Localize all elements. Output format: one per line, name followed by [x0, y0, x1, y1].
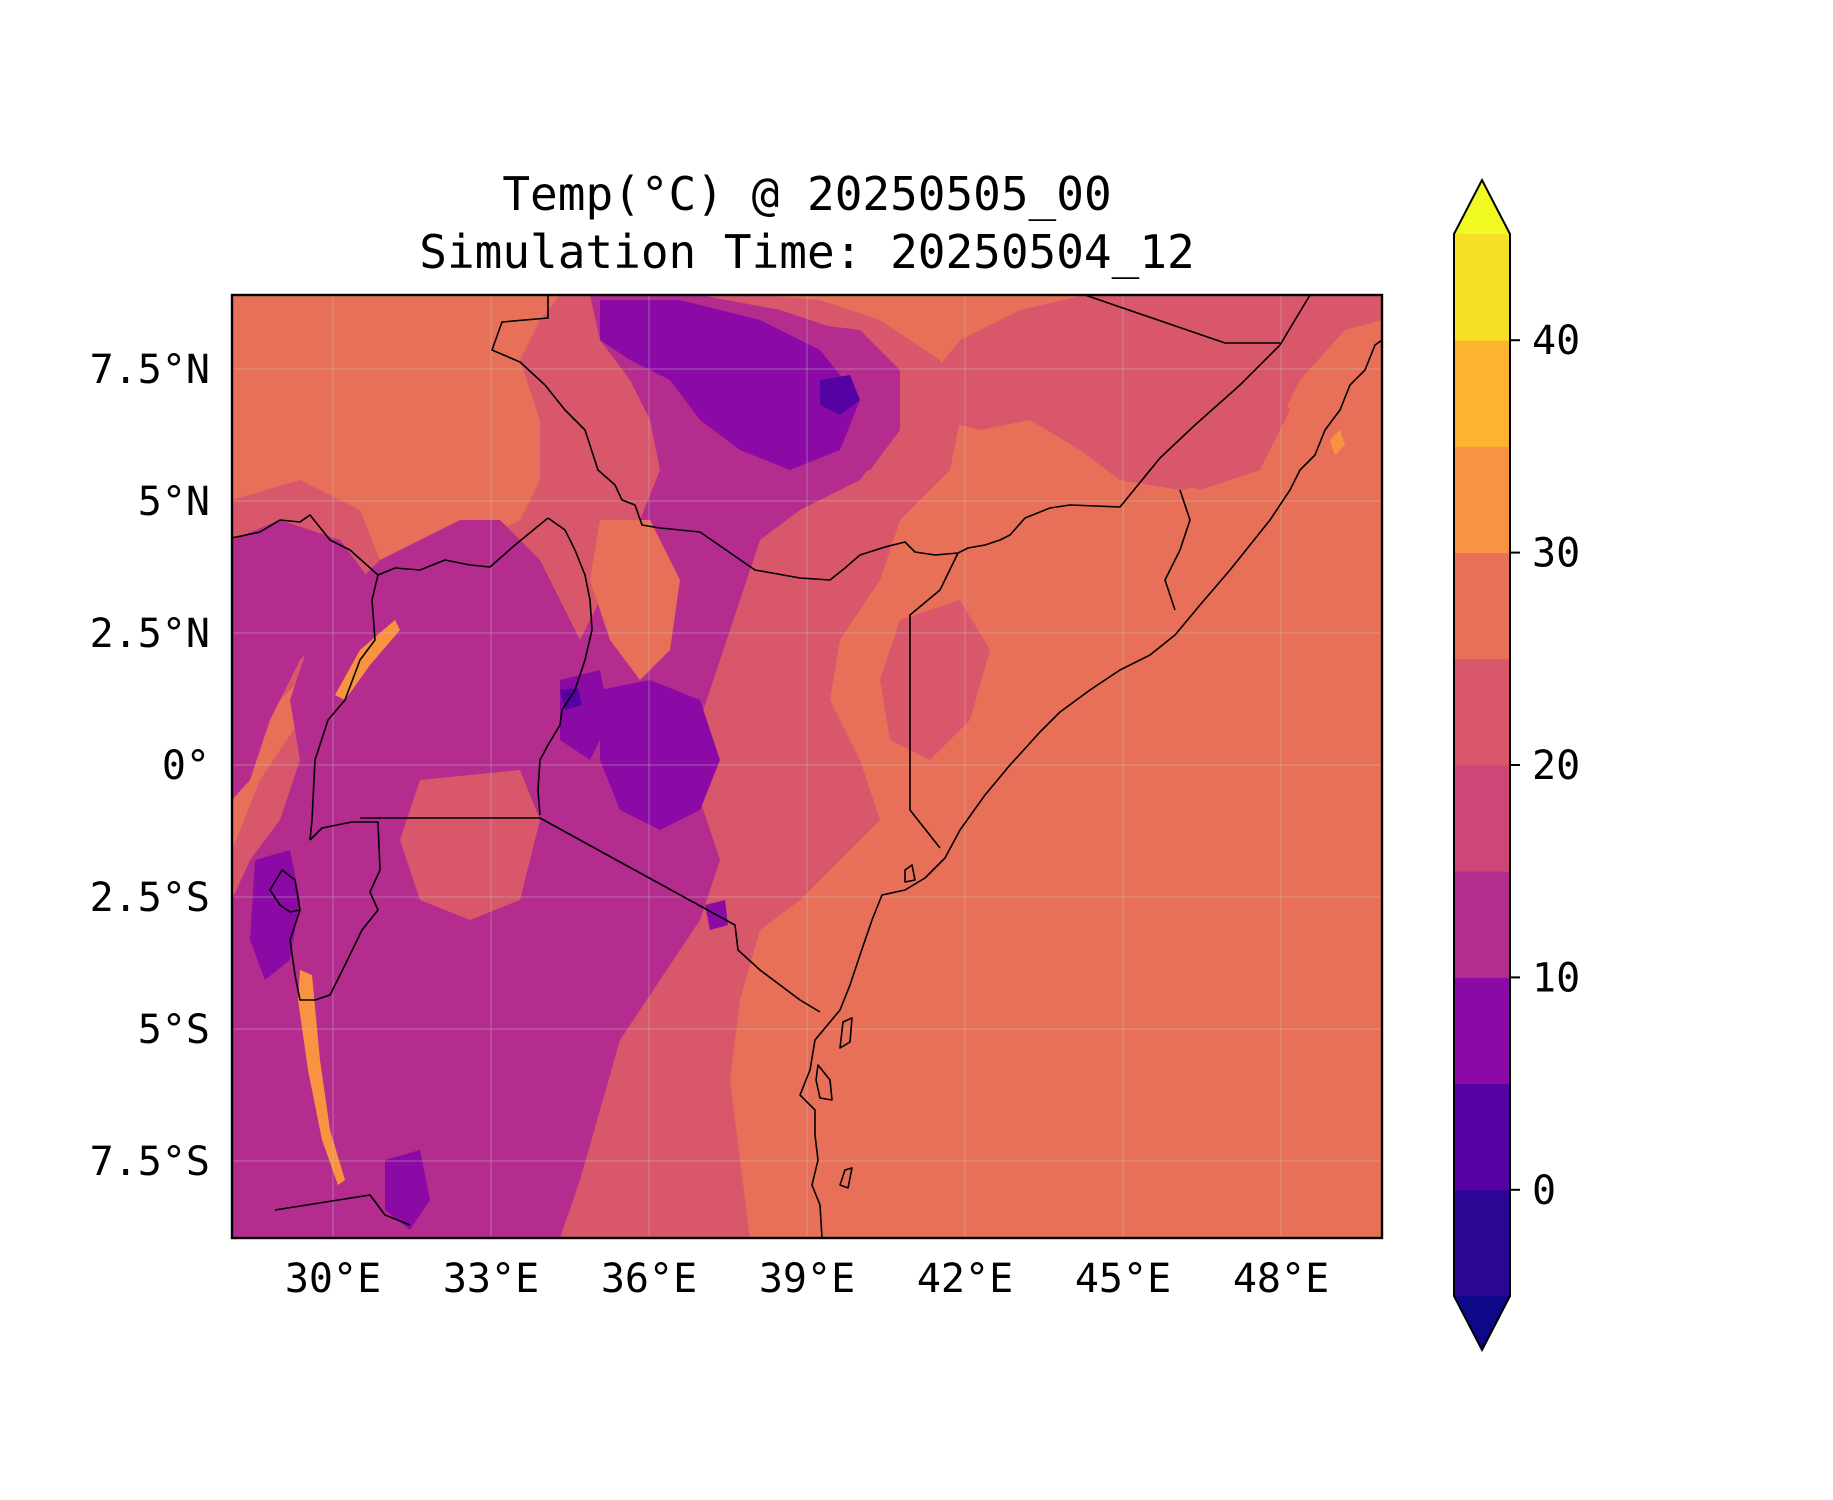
x-tick-label: 48°E [1233, 1256, 1329, 1302]
colorbar-bin [1454, 446, 1510, 554]
colorbar-bin [1454, 871, 1510, 978]
colorbar-bin [1454, 658, 1510, 766]
colorbar-tick-label: 10 [1532, 955, 1580, 1001]
gridlines [232, 295, 1382, 1238]
colorbar-tick-label: 20 [1532, 743, 1580, 789]
coastline [799, 339, 1382, 1238]
band-30-35-lake-tanganyika [298, 970, 345, 1185]
colorbar: 0 10 20 30 40 [1453, 177, 1580, 1353]
colorbar-bin [1454, 1189, 1510, 1297]
colorbar-tick-label: 0 [1532, 1168, 1556, 1214]
x-axis-ticks: 30°E 33°E 36°E 39°E 42°E 45°E 48°E [285, 1256, 1329, 1302]
x-tick-label: 39°E [759, 1256, 855, 1302]
country-borders [232, 295, 1311, 1226]
y-tick-label: 7.5°S [90, 1139, 210, 1185]
band-10-15-kenya [600, 680, 720, 830]
band-10-15-rwanda [250, 850, 300, 980]
colorbar-bin [1454, 1083, 1510, 1191]
band-30-35-lake-albert [335, 620, 400, 700]
x-tick-label: 30°E [285, 1256, 381, 1302]
colorbar-tick-label: 40 [1532, 318, 1580, 364]
band-15-20-highlands [232, 295, 890, 1238]
band-30-35-somali-coast [1330, 430, 1345, 455]
x-tick-label: 42°E [917, 1256, 1013, 1302]
band-20-25-lake-pocket [400, 770, 540, 920]
x-tick-label: 33°E [443, 1256, 539, 1302]
colorbar-outline [1453, 177, 1511, 1353]
band-15-20-west [232, 520, 370, 800]
map-frame [230, 293, 1384, 1240]
map-panel [232, 295, 1382, 1238]
band-5-10-ethiopia-peak [820, 375, 860, 415]
band-25-30-rift-tongue [590, 520, 680, 680]
y-tick-label: 5°N [138, 479, 210, 525]
map-title: Temp(°C) @ 20250505_00 [502, 167, 1111, 221]
y-tick-label: 7.5°N [90, 347, 210, 393]
x-tick-label: 45°E [1075, 1256, 1171, 1302]
x-tick-label: 36°E [601, 1256, 697, 1302]
map-subtitle: Simulation Time: 20250504_12 [419, 225, 1194, 279]
y-tick-label: 0° [162, 743, 210, 789]
colorbar-extend-min [1454, 1296, 1510, 1350]
y-tick-label: 2.5°S [90, 875, 210, 921]
colorbar-extend-max [1454, 180, 1510, 234]
band-15-20-uganda [360, 560, 560, 810]
colorbar-bin [1454, 552, 1510, 660]
y-tick-label: 5°S [138, 1007, 210, 1053]
band-10-15-ethiopia [600, 300, 860, 470]
colorbar-bin [1454, 234, 1510, 341]
y-axis-ticks: 7.5°N 5°N 2.5°N 0° 2.5°S 5°S 7.5°S [90, 347, 210, 1185]
colorbar-bin [1454, 977, 1510, 1085]
colorbar-bin [1454, 765, 1510, 872]
colorbar-bin [1454, 340, 1510, 447]
band-10-15-tanzania-sw [385, 1150, 430, 1230]
band-20-25-se-kenya-inland [880, 600, 990, 760]
y-tick-label: 2.5°N [90, 611, 210, 657]
colorbar-tick-label: 30 [1532, 531, 1580, 577]
band-20-25-ne-somalia [1110, 340, 1290, 490]
